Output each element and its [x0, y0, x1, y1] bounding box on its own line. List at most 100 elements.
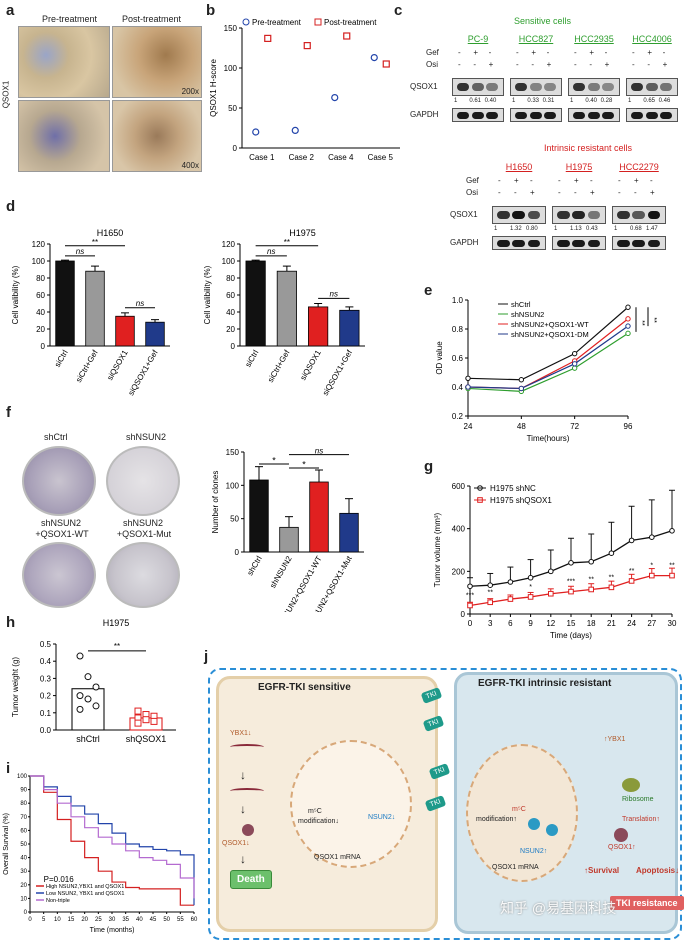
data-point [548, 590, 554, 597]
qsox1-band-row [626, 78, 678, 96]
panel-label-b: b [206, 2, 216, 19]
quant-value: 1.47 [646, 226, 658, 232]
nsun2-down-label: NSUN2↓ [368, 814, 396, 821]
panel-label-a: a [6, 2, 15, 19]
histology-pre-400x [18, 100, 110, 172]
y-tick-label: 600 [452, 482, 466, 491]
pre-point [370, 53, 378, 62]
y-tick-label: 60 [226, 291, 235, 300]
data-point [669, 572, 675, 579]
qsox1-band [660, 83, 673, 91]
y-tick-label: 0 [233, 144, 238, 153]
tki-resistance-box: TKI resistance [610, 896, 684, 910]
y-tick-label: 60 [36, 291, 45, 300]
qsox1-band-row [510, 78, 562, 96]
y-tick-label: 1.0 [452, 296, 464, 305]
y-tick-label: 0.1 [40, 709, 52, 718]
x-tick-label: 18 [587, 619, 596, 628]
qsox1-blot-label: QSOX1 [450, 210, 478, 219]
series-line [467, 332, 629, 392]
y-tick-label: 50 [228, 104, 237, 113]
x-tick-label: 21 [607, 619, 616, 628]
qsox1-band [529, 83, 542, 91]
qsox1-band [471, 83, 484, 91]
y-tick-label: 60 [20, 828, 27, 834]
bar [339, 309, 360, 347]
tumor-volume-chart: 0 200 400 600 0 3 6 9 12 15 18 21 24 27 30 Time (days) T… [433, 482, 677, 640]
legend-post-marker [314, 18, 322, 26]
survival-curve [30, 775, 194, 906]
osi-sign: - [458, 60, 461, 69]
x-tick-label: 3 [488, 619, 493, 628]
x-tick-label: 45 [150, 917, 157, 923]
qsox1-band [572, 211, 585, 219]
bar [245, 260, 266, 347]
cell-line-name: H1650 [505, 162, 533, 172]
data-point [571, 350, 578, 357]
gef-sign: - [650, 176, 653, 185]
sensitive-cells-title: Sensitive cells [514, 16, 572, 26]
y-tick-label: 40 [226, 308, 235, 317]
gapdh-band-row [552, 236, 606, 250]
histology-pre-200x [18, 26, 110, 98]
bar [309, 481, 329, 553]
panel-d: d H1650 0 20 40 60 80 100 120 Cell valibility (%… [0, 196, 404, 396]
data-point [76, 705, 84, 713]
survival-curve [30, 775, 195, 899]
qsox1-protein-up [614, 828, 628, 842]
y-axis-title: OD value [435, 341, 444, 375]
apoptosis-down: Apoptosis↓ [636, 866, 680, 875]
sensitive-title: EGFR-TKI sensitive [258, 682, 351, 693]
x-tick-label: 24 [627, 619, 636, 628]
sig-label: *** [567, 579, 575, 586]
gapdh-band [660, 112, 673, 119]
gef-sign: - [574, 48, 577, 57]
dish-label-mut-b: +QSOX1-Mut [116, 529, 172, 539]
data-point [76, 652, 84, 660]
gef-sign: - [604, 48, 608, 57]
osi-sign: - [634, 188, 637, 197]
osi-sign: + [662, 60, 668, 69]
x-tick-label: siCtrl+Gef [74, 348, 100, 384]
gapdh-band [557, 240, 570, 247]
quant-value: 0.40 [585, 98, 598, 104]
quant-value: 0.46 [658, 98, 671, 104]
y-tick-label: 0 [41, 342, 46, 351]
quant-value: 0.68 [630, 226, 642, 232]
data-point [150, 717, 158, 725]
x-tick-label: Case 2 [289, 153, 315, 162]
gapdh-band [602, 112, 615, 119]
y-tick-label: 90 [20, 788, 27, 794]
gapdh-band [471, 112, 484, 119]
x-tick-label: 12 [546, 619, 555, 628]
osi-sign: - [589, 60, 592, 69]
y-tick-label: 0 [231, 342, 236, 351]
quant-value: 1 [454, 98, 458, 104]
mrna-squiggle-1 [230, 744, 264, 750]
y-tick-label: 40 [20, 856, 27, 862]
cell-line-name: H1975 [565, 162, 593, 172]
dish-label-mut-a: shNSUN2 [122, 518, 163, 528]
osi-row-label: Osi [466, 188, 478, 197]
qsox1-mrna-right: QSOX1 mRNA [492, 864, 539, 871]
legend-pre-marker [242, 18, 250, 26]
gef-row-label: Gef [426, 48, 439, 57]
y-tick-label: 0.5 [40, 640, 52, 649]
sig-label: ** [284, 238, 290, 247]
data-point [92, 702, 100, 710]
osi-sign: - [574, 60, 577, 69]
qsox1-band [587, 83, 600, 91]
data-point [465, 384, 471, 390]
data-point [92, 683, 100, 691]
cell-line-name: PC-9 [467, 34, 489, 44]
dish-label-shctrl: shCtrl [44, 432, 68, 442]
x-tick-label: 0 [28, 917, 32, 923]
data-point [669, 528, 675, 534]
data-point [628, 578, 635, 584]
osi-sign: - [531, 60, 534, 69]
legend-label: shNSUN2 [511, 310, 544, 319]
y-tick-label: 100 [226, 481, 240, 490]
quant-value: 0.61 [469, 98, 482, 104]
legend-label: H1975 shNC [490, 484, 536, 493]
nsun2-protein-1 [528, 818, 540, 830]
